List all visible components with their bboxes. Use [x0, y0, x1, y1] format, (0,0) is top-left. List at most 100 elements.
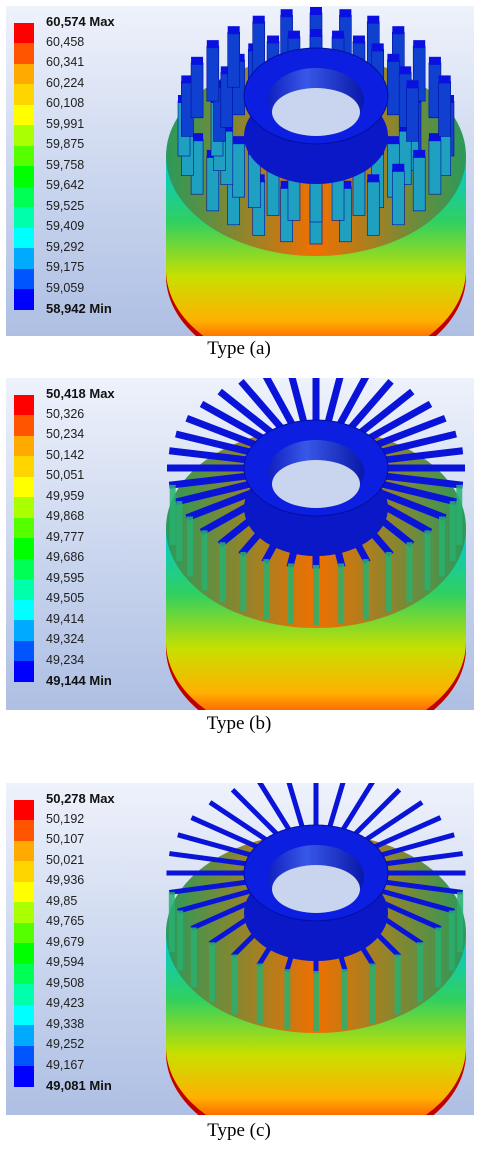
- legend-swatch: [14, 497, 34, 518]
- legend-label: 49,595: [46, 570, 85, 585]
- pin-fin: [406, 86, 419, 142]
- pin-fin-top: [310, 29, 322, 37]
- plate-fin: [208, 800, 269, 843]
- plate-fin: [217, 388, 275, 437]
- legend-label: 59,991: [46, 116, 85, 131]
- plate-fin: [357, 388, 415, 437]
- legend-label: 50,326: [46, 406, 85, 421]
- legend-label: 49,167: [46, 1057, 85, 1072]
- pin-fin-top: [413, 149, 426, 158]
- pin-fin: [366, 179, 380, 236]
- plate-fin-face: [456, 484, 463, 545]
- legend-label: 50,192: [46, 811, 85, 826]
- pin-fin-top: [399, 66, 412, 75]
- plate-fin: [177, 888, 253, 914]
- legend-swatch: [14, 227, 34, 248]
- legend-swatch: [14, 1025, 34, 1046]
- plate-fin-face: [313, 971, 319, 1031]
- legend-label: 49,144 Min: [46, 673, 112, 688]
- pin-fin-top: [428, 133, 441, 142]
- legend-label: 49,594: [46, 955, 85, 969]
- plate-fin: [347, 379, 394, 432]
- plate-fin-face: [177, 910, 184, 971]
- pin-fin-top: [371, 43, 384, 52]
- legend-label: 49,414: [46, 611, 85, 626]
- pin-fin-top: [406, 80, 419, 89]
- legend-label: 49,508: [46, 975, 85, 990]
- legend-label: 49,324: [46, 632, 85, 646]
- legend-swatch: [14, 902, 34, 923]
- legend-label: 60,574 Max: [46, 14, 115, 29]
- legend-swatch: [14, 599, 34, 620]
- contour-panel-c: 50,278 Max 50,192 50,107 50,021 49,936 49,85 4…: [6, 783, 474, 1115]
- legend-label: 58,942 Min: [46, 301, 112, 316]
- plate-fin-face: [190, 927, 197, 988]
- plate-fin-face: [231, 954, 238, 1015]
- legend-swatch: [14, 22, 34, 43]
- legend-label: 49,868: [46, 509, 85, 523]
- plate-fin-face: [186, 516, 193, 577]
- legend-label: 59,642: [46, 178, 85, 192]
- plate-fin-face: [424, 530, 431, 591]
- pin-fin-top: [339, 180, 352, 189]
- legend-swatch: [14, 435, 34, 456]
- legend-label: 59,175: [46, 260, 85, 274]
- plate-fin: [335, 378, 370, 428]
- legend-label: 60,108: [46, 96, 85, 110]
- plate-fin: [199, 400, 266, 442]
- plate-fin: [366, 400, 433, 442]
- legend-swatch: [14, 456, 34, 477]
- legend-swatch: [14, 43, 34, 64]
- legend-label: 59,059: [46, 280, 85, 295]
- plate-fin-face: [169, 484, 176, 545]
- legend-label: 59,758: [46, 157, 85, 172]
- legend-label: 49,85: [46, 893, 78, 908]
- hub-bore-opening: [272, 88, 360, 136]
- legend-swatch: [14, 1066, 34, 1087]
- pin-fin-top: [367, 174, 380, 183]
- legend-swatch: [14, 922, 34, 943]
- plate-fin-face: [313, 565, 319, 625]
- pin-fin-top: [387, 53, 400, 62]
- legend-swatch: [14, 63, 34, 84]
- pin-fin-top: [413, 40, 426, 49]
- heat-sink-model-a: [166, 7, 466, 336]
- plate-fin-face: [369, 963, 376, 1024]
- pin-fin-top: [213, 80, 226, 89]
- pin-fin-top: [267, 35, 280, 44]
- legend-swatch: [14, 579, 34, 600]
- legend-label: 49,252: [46, 1037, 85, 1051]
- caption-a: Type (a): [207, 338, 271, 359]
- pin-fin-top: [191, 133, 204, 142]
- plate-fin: [177, 832, 253, 858]
- pin-fin-top: [232, 136, 245, 145]
- caption-b: Type (b): [206, 713, 272, 734]
- pin-fin-top: [252, 15, 265, 24]
- plate-fin: [175, 480, 253, 506]
- heat-sink-model-c: [166, 783, 466, 1115]
- legend-label: 50,234: [46, 427, 85, 441]
- legend-swatch: [14, 820, 34, 841]
- legend-swatch: [14, 166, 34, 187]
- plate-fin-face: [256, 963, 263, 1024]
- pin-fin-top: [352, 35, 365, 44]
- plate-fin: [326, 783, 346, 830]
- plate-fin: [230, 787, 280, 837]
- caption-c: Type (c): [207, 1120, 271, 1141]
- plate-fin-face: [287, 563, 294, 624]
- legend-label: 59,292: [46, 239, 85, 254]
- legend-label: 49,936: [46, 873, 85, 887]
- contour-panel-b: 50,418 Max 50,326 50,234 50,142 50,051 49,959…: [6, 378, 474, 710]
- legend-swatch: [14, 125, 34, 146]
- plate-fin: [169, 879, 249, 895]
- plate-fin: [379, 888, 455, 914]
- plate-fin: [185, 414, 259, 449]
- legend-swatch: [14, 963, 34, 984]
- legend-swatch: [14, 881, 34, 902]
- legend-swatch: [14, 268, 34, 289]
- hub-bore-opening: [272, 865, 360, 913]
- plate-fin-face: [406, 542, 413, 603]
- plate-fin: [373, 414, 447, 449]
- pin-fin-top: [280, 180, 293, 189]
- plate-fin-face: [338, 563, 345, 624]
